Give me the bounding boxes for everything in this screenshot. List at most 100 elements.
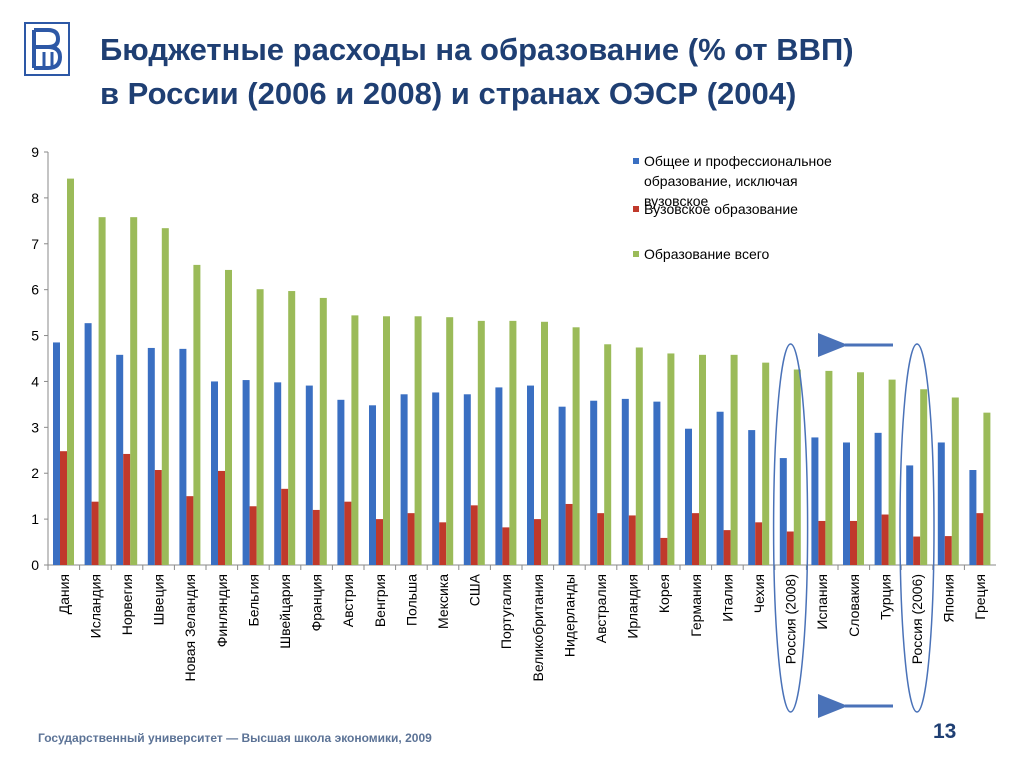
bar-higher [60,451,67,565]
bar-general [621,398,629,565]
bar-higher [660,537,668,565]
x-category-label: Норвегия [119,574,135,635]
bar-higher [565,503,573,565]
bar-higher [312,509,320,565]
bar-general [906,465,914,565]
bar-general [53,342,60,565]
y-tick-label: 2 [31,465,39,481]
y-tick-label: 9 [31,144,39,160]
x-category-label: Новая Зеландия [182,574,198,681]
x-category-label: Португалия [498,574,514,649]
bar-higher [597,513,605,565]
x-category-label: Швейцария [277,574,293,649]
legend-label: Образование всего [644,246,770,262]
bar-total [351,315,359,565]
legend-label: Общее и профессиональное образование, иск… [644,153,832,209]
x-category-label: Словакия [846,574,862,637]
bar-total [983,412,991,565]
x-category-label: Турция [877,574,893,620]
bar-general [211,381,218,565]
bar-general [84,323,92,565]
bar-total [572,327,580,565]
bar-total [793,369,801,565]
bar-general [843,442,850,565]
bar-total [67,178,74,566]
legend-label: Вузовское образование [644,201,798,217]
x-category-label: Венгрия [372,574,388,627]
bar-general [495,387,503,565]
y-tick-label: 6 [31,282,39,298]
x-category-label: Бельгия [245,574,261,626]
bar-total [604,344,612,565]
bar-higher [881,514,889,565]
bar-total [161,228,169,566]
bar-general [369,405,376,565]
y-tick-label: 5 [31,328,39,344]
bar-general [274,382,282,565]
bar-total [635,347,643,565]
bar-total [509,320,517,565]
bar-general [305,385,313,565]
x-category-label: Италия [719,574,735,622]
bar-total [414,316,422,565]
y-tick-label: 3 [31,419,39,435]
y-tick-label: 1 [31,511,39,527]
bar-general [969,470,977,565]
title-line-1: Бюджетные расходы на образование (% от В… [100,32,854,67]
hse-logo-icon [24,22,70,76]
bar-total [193,264,201,565]
bar-higher [692,513,699,565]
bar-general [337,399,345,565]
x-category-label: Япония [941,574,957,623]
bar-higher [628,515,636,565]
y-tick-label: 0 [31,557,39,573]
bar-total [762,362,770,565]
bar-higher [913,536,921,565]
x-category-label: Исландия [87,574,103,638]
x-category-label: Финляндия [214,574,230,647]
bar-total [667,353,675,565]
bar-total [98,217,106,565]
y-tick-label: 4 [31,373,39,389]
bar-general [716,411,724,565]
bar-general [874,432,882,565]
bar-higher [502,527,510,565]
bar-general [685,428,692,565]
bar-higher [786,531,794,565]
bar-higher [154,470,162,565]
bar-general [400,394,408,565]
bar-total [256,289,264,565]
bar-general [179,348,187,565]
bar-general [811,437,819,565]
bar-total [288,291,296,565]
bar-higher [281,488,289,565]
bar-higher [755,522,763,565]
legend-swatch [633,158,639,164]
bar-total [888,379,896,565]
bar-higher [439,522,447,565]
bar-total [383,316,390,565]
x-category-label: Польша [403,574,419,626]
bar-total [319,297,327,565]
bar-higher [723,530,731,565]
x-category-label: Корея [656,574,672,613]
x-category-label: Греция [972,574,988,620]
x-category-label: Россия (2006) [909,574,925,664]
x-category-label: Испания [814,574,830,630]
bar-general [463,394,471,565]
bar-total [730,354,738,565]
bar-higher [944,536,952,565]
y-tick-label: 8 [31,190,39,206]
bar-total [477,320,485,565]
bar-general [147,347,155,565]
bar-higher [534,519,541,565]
bar-general [242,380,250,565]
x-category-label: Германия [688,574,704,637]
bar-general [432,392,440,565]
x-category-label: Швеция [151,574,167,625]
bar-general [116,354,124,565]
bar-higher [91,501,99,565]
bar-higher [123,453,131,565]
legend-swatch [633,206,639,212]
